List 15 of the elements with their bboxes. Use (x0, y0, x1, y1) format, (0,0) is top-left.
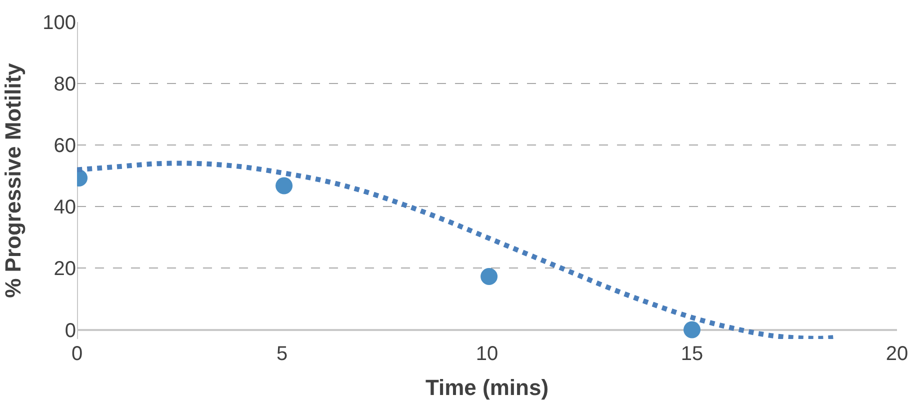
x-tick-label: 5 (276, 343, 288, 365)
x-tick-label: 20 (886, 343, 908, 365)
y-tick-label: 40 (54, 196, 76, 219)
y-tick-label: 80 (54, 74, 76, 96)
y-axis-title: % Progressive Motility (0, 62, 26, 298)
point (684, 321, 700, 338)
x-axis-title: Time (mins) (425, 374, 549, 400)
point (480, 268, 498, 286)
x-tick-label: 10 (476, 343, 498, 365)
y-tick-label: 20 (54, 258, 76, 280)
x-tick-label: 15 (680, 343, 704, 365)
y-tick-label: 100 (42, 12, 76, 34)
point (276, 177, 293, 194)
y-tick-label: 60 (54, 135, 76, 158)
y-tick-label: 0 (64, 320, 76, 342)
